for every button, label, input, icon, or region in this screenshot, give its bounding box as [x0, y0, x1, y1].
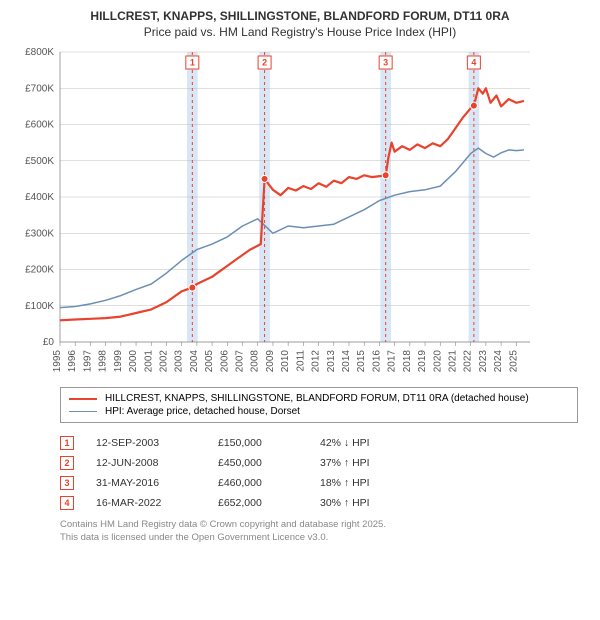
x-tick-label: 2007: [235, 350, 246, 373]
line-chart-svg: £0 £100K £200K £300K £400K £500K £600K £700K £80…: [14, 46, 534, 376]
legend: HILLCREST, KNAPPS, SHILLINGSTONE, BLANDF…: [60, 387, 578, 423]
x-tick-label: 1996: [67, 350, 78, 373]
x-tick-label: 2000: [128, 350, 139, 373]
event-point: [189, 285, 196, 292]
x-tick-label: 2004: [189, 350, 200, 373]
y-tick-label: £600K: [25, 120, 54, 131]
y-tick-label: £300K: [25, 229, 54, 240]
event-label-number: 1: [190, 58, 195, 68]
x-tick-label: 2023: [478, 350, 489, 373]
x-tick-label: 1997: [82, 350, 93, 373]
event-row: 2 12-JUN-2008 £450,000 37% ↑ HPI: [60, 453, 578, 473]
title-line-2: Price paid vs. HM Land Registry's House …: [14, 24, 586, 40]
event-hpi-delta: 18% ↑ HPI: [320, 477, 400, 489]
event-label-number: 2: [262, 58, 267, 68]
x-tick-label: 2005: [204, 350, 215, 373]
x-tick-label: 2006: [219, 350, 230, 373]
y-tick-label: £800K: [25, 47, 54, 58]
event-row: 1 12-SEP-2003 £150,000 42% ↓ HPI: [60, 433, 578, 453]
x-tick-label: 2017: [387, 350, 398, 373]
event-point: [470, 103, 477, 110]
y-tick-label: £400K: [25, 192, 54, 203]
x-tick-label: 2019: [417, 350, 428, 373]
footnote-line-1: Contains HM Land Registry data © Crown c…: [60, 519, 578, 532]
y-tick-label: £700K: [25, 84, 54, 95]
event-number-box: 4: [60, 496, 74, 510]
chart-container: HILLCREST, KNAPPS, SHILLINGSTONE, BLANDF…: [0, 0, 600, 553]
event-date: 31-MAY-2016: [96, 477, 196, 489]
title-line-1: HILLCREST, KNAPPS, SHILLINGSTONE, BLANDF…: [14, 8, 586, 24]
x-tick-label: 2016: [371, 350, 382, 373]
event-label-number: 4: [471, 58, 476, 68]
events-table: 1 12-SEP-2003 £150,000 42% ↓ HPI 2 12-JUN-200…: [60, 433, 578, 513]
event-point: [261, 176, 268, 183]
x-tick-label: 2010: [280, 350, 291, 373]
footnote-line-2: This data is licensed under the Open Gov…: [60, 532, 578, 545]
legend-swatch: [69, 411, 97, 412]
event-hpi-delta: 37% ↑ HPI: [320, 457, 400, 469]
event-row: 4 16-MAR-2022 £652,000 30% ↑ HPI: [60, 493, 578, 513]
event-number-box: 1: [60, 436, 74, 450]
event-hpi-delta: 30% ↑ HPI: [320, 497, 400, 509]
x-tick-label: 2003: [174, 350, 185, 373]
event-price: £652,000: [218, 497, 298, 509]
x-tick-label: 2024: [493, 350, 504, 373]
legend-label: HPI: Average price, detached house, Dors…: [105, 406, 300, 417]
title-block: HILLCREST, KNAPPS, SHILLINGSTONE, BLANDF…: [14, 8, 586, 40]
footnote: Contains HM Land Registry data © Crown c…: [60, 519, 578, 545]
x-tick-label: 2013: [326, 350, 337, 373]
x-tick-label: 2008: [250, 350, 261, 373]
y-tick-label: £200K: [25, 265, 54, 276]
event-number-box: 2: [60, 456, 74, 470]
event-label-number: 3: [383, 58, 388, 68]
legend-row: HPI: Average price, detached house, Dors…: [69, 405, 569, 418]
y-tick-label: £500K: [25, 156, 54, 167]
event-hpi-delta: 42% ↓ HPI: [320, 437, 400, 449]
y-tick-label: £0: [43, 337, 55, 348]
event-date: 16-MAR-2022: [96, 497, 196, 509]
x-tick-label: 2021: [447, 350, 458, 373]
legend-row: HILLCREST, KNAPPS, SHILLINGSTONE, BLANDF…: [69, 392, 569, 405]
y-tick-label: £100K: [25, 301, 54, 312]
x-tick-label: 2001: [143, 350, 154, 373]
x-tick-label: 2002: [158, 350, 169, 373]
legend-swatch: [69, 398, 97, 400]
event-number-box: 3: [60, 476, 74, 490]
legend-label: HILLCREST, KNAPPS, SHILLINGSTONE, BLANDF…: [105, 393, 529, 404]
x-tick-label: 1998: [98, 350, 109, 373]
x-tick-label: 2012: [311, 350, 322, 373]
event-date: 12-JUN-2008: [96, 457, 196, 469]
x-tick-label: 1999: [113, 350, 124, 373]
event-point: [382, 172, 389, 179]
event-price: £150,000: [218, 437, 298, 449]
x-tick-label: 1995: [52, 350, 63, 373]
x-tick-label: 2025: [508, 350, 519, 373]
x-tick-label: 2022: [463, 350, 474, 373]
chart-area: £0 £100K £200K £300K £400K £500K £600K £700K £80…: [14, 46, 586, 381]
x-tick-label: 2009: [265, 350, 276, 373]
event-row: 3 31-MAY-2016 £460,000 18% ↑ HPI: [60, 473, 578, 493]
x-tick-label: 2014: [341, 350, 352, 373]
x-tick-label: 2018: [402, 350, 413, 373]
event-date: 12-SEP-2003: [96, 437, 196, 449]
event-price: £450,000: [218, 457, 298, 469]
x-tick-label: 2020: [432, 350, 443, 373]
x-tick-label: 2015: [356, 350, 367, 373]
x-tick-label: 2011: [295, 350, 306, 372]
event-price: £460,000: [218, 477, 298, 489]
